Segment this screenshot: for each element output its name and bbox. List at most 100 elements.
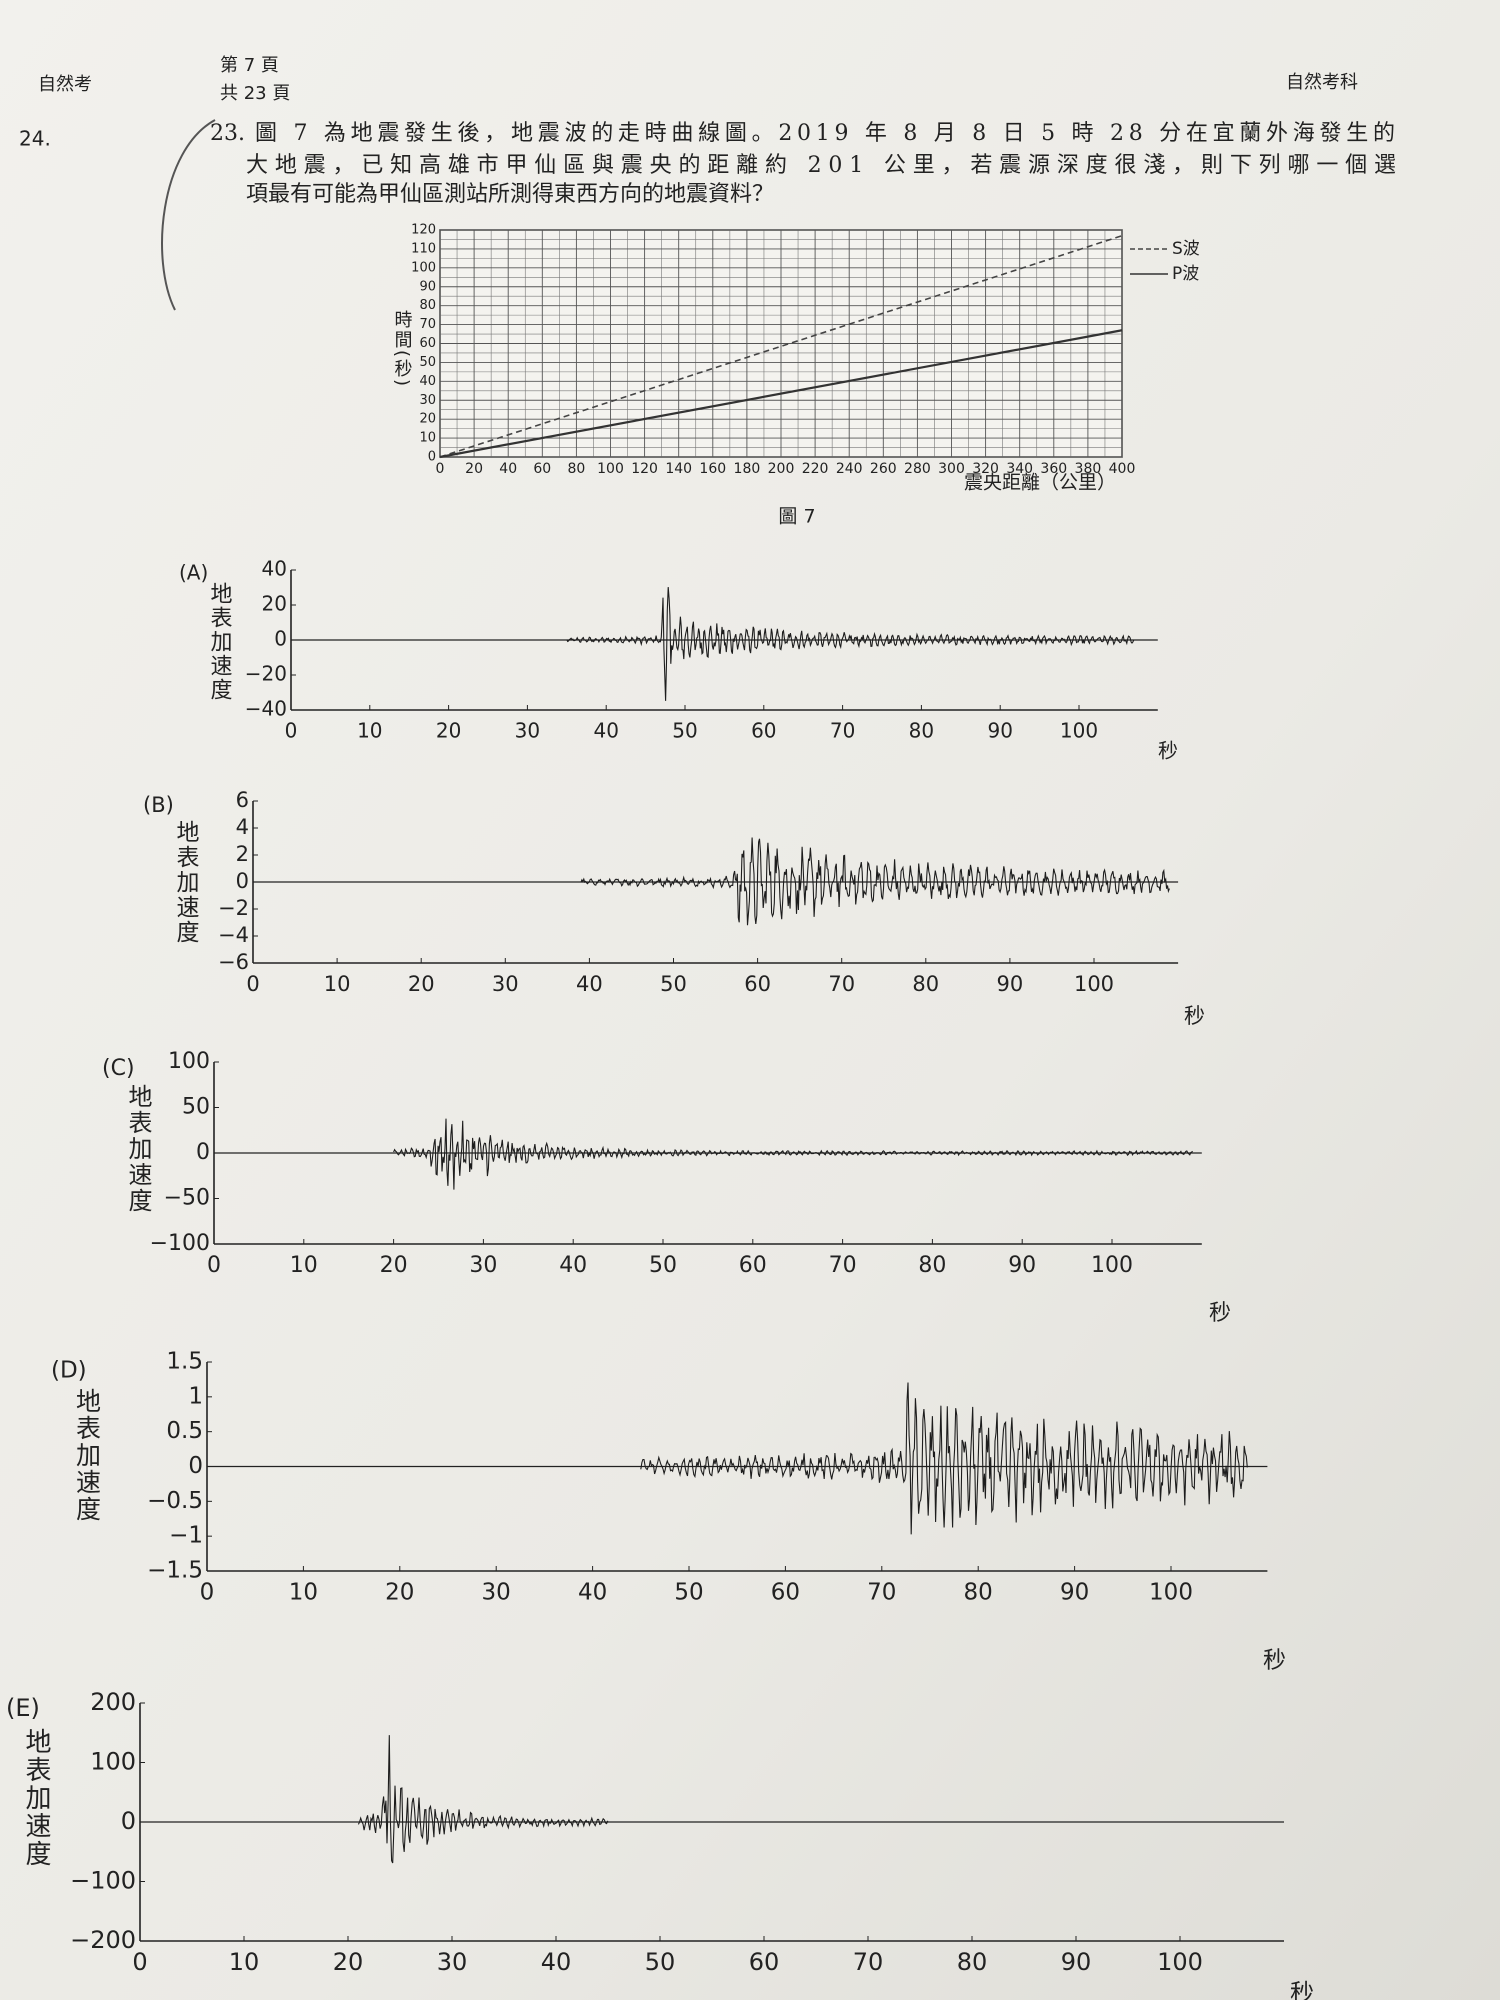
question-text: 圖 7 為地震發生後，地震波的走時曲線圖。2019 年 8 月 8 日 5 時 …: [255, 121, 1395, 146]
x-tick-label: 100: [1091, 1253, 1133, 1278]
option-label: (E): [6, 1694, 40, 1722]
y-tick-label: 20: [419, 412, 436, 427]
y-tick-label: 40: [262, 557, 287, 581]
legend-label: S波: [1172, 239, 1200, 259]
waveform: [393, 1118, 1193, 1190]
x-tick-label: 240: [836, 461, 863, 477]
waveform: [640, 1382, 1248, 1535]
x-tick-label: 220: [802, 461, 829, 477]
y-tick-label: 0: [236, 869, 249, 893]
option-label: (A): [179, 561, 208, 585]
x-tick-label: 140: [665, 461, 692, 477]
y-tick-label: 0: [188, 1453, 203, 1479]
y-tick-label: 110: [411, 241, 436, 256]
option-label: (D): [51, 1358, 87, 1384]
y-tick-label: 20: [262, 592, 287, 616]
x-tick-label: 40: [559, 1253, 587, 1278]
y-tick-label: 200: [90, 1688, 136, 1716]
x-tick-label: 0: [285, 719, 298, 743]
x-tick-label: 70: [830, 719, 855, 743]
y-tick-label: −0.5: [147, 1488, 203, 1514]
x-tick-label: 40: [576, 972, 603, 996]
y-tick-label: 0: [121, 1807, 136, 1835]
y-tick-label: −1.5: [147, 1558, 203, 1584]
x-tick-label: 60: [751, 719, 776, 743]
waveform: [357, 1735, 609, 1864]
x-tick-label: 300: [938, 461, 965, 477]
question-number: 23.: [210, 121, 245, 146]
x-tick-label: 320: [972, 461, 999, 477]
y-tick-label: 100: [411, 260, 436, 275]
x-axis-label: 秒: [1290, 1979, 1314, 2000]
series-line: [439, 329, 1123, 459]
x-tick-label: 60: [749, 1948, 780, 1976]
x-tick-label: 100: [1157, 1948, 1203, 1976]
x-tick-label: 280: [904, 461, 931, 477]
x-axis-label: 震央距離（公里）: [964, 472, 1116, 494]
x-tick-label: 0: [200, 1580, 215, 1606]
y-tick-label: 50: [182, 1095, 210, 1120]
x-tick-label: 80: [912, 972, 939, 996]
y-tick-label: 100: [90, 1748, 136, 1776]
x-axis-label: 秒: [1184, 1004, 1205, 1028]
x-tick-label: 80: [909, 719, 934, 743]
x-tick-label: 40: [593, 719, 618, 743]
y-tick-label: 120: [411, 223, 436, 238]
y-tick-label: 100: [168, 1049, 210, 1074]
x-tick-label: 30: [469, 1253, 497, 1278]
x-tick-label: 90: [1061, 1948, 1092, 1976]
x-tick-label: 80: [918, 1253, 946, 1278]
x-axis-label: 秒: [1158, 739, 1178, 763]
y-tick-label: −100: [150, 1231, 210, 1256]
margin-number: 24.: [19, 127, 51, 151]
x-tick-label: 200: [768, 461, 795, 477]
y-axis-label: 地表加速度: [207, 582, 233, 702]
x-tick-label: 80: [964, 1580, 993, 1606]
option-label: (B): [143, 793, 174, 817]
header-left: 自然考: [38, 74, 92, 95]
y-tick-label: 0.5: [166, 1418, 203, 1444]
x-tick-label: 30: [437, 1948, 468, 1976]
x-tick-label: 90: [997, 972, 1024, 996]
y-tick-label: −50: [164, 1186, 210, 1211]
x-tick-label: 70: [829, 1253, 857, 1278]
y-tick-label: 90: [419, 279, 436, 294]
x-tick-label: 0: [132, 1948, 147, 1976]
x-tick-label: 180: [734, 461, 761, 477]
x-tick-label: 260: [870, 461, 897, 477]
pencil-mark: [161, 119, 216, 311]
x-tick-label: 10: [289, 1580, 318, 1606]
x-tick-label: 60: [771, 1580, 800, 1606]
x-tick-label: 10: [357, 719, 382, 743]
y-tick-label: 50: [419, 355, 436, 370]
x-tick-label: 0: [246, 972, 259, 996]
header-right: 自然考科: [1286, 72, 1358, 93]
x-tick-label: 50: [660, 972, 687, 996]
y-tick-label: 6: [236, 788, 249, 812]
x-tick-label: 20: [408, 972, 435, 996]
x-axis-label: 秒: [1209, 1301, 1231, 1326]
y-axis-label: 地表加速度: [172, 820, 200, 945]
x-tick-label: 40: [578, 1580, 607, 1606]
x-tick-label: 70: [828, 972, 855, 996]
y-tick-label: −200: [70, 1926, 136, 1954]
x-tick-label: 30: [492, 972, 519, 996]
x-tick-label: 70: [853, 1948, 884, 1976]
y-tick-label: −1: [169, 1523, 203, 1549]
x-tick-label: 100: [1149, 1580, 1193, 1606]
x-tick-label: 20: [380, 1253, 408, 1278]
page-total: 共 23 頁: [220, 83, 290, 104]
y-tick-label: −20: [245, 662, 287, 686]
x-tick-label: 20: [385, 1580, 414, 1606]
x-tick-label: 0: [436, 461, 445, 477]
x-tick-label: 70: [867, 1580, 896, 1606]
x-tick-label: 90: [1060, 1580, 1089, 1606]
x-tick-label: 30: [482, 1580, 511, 1606]
y-tick-label: 2: [236, 842, 249, 866]
x-tick-label: 10: [290, 1253, 318, 1278]
x-tick-label: 60: [744, 972, 771, 996]
y-tick-label: −100: [70, 1867, 136, 1895]
x-tick-label: 20: [465, 461, 483, 477]
